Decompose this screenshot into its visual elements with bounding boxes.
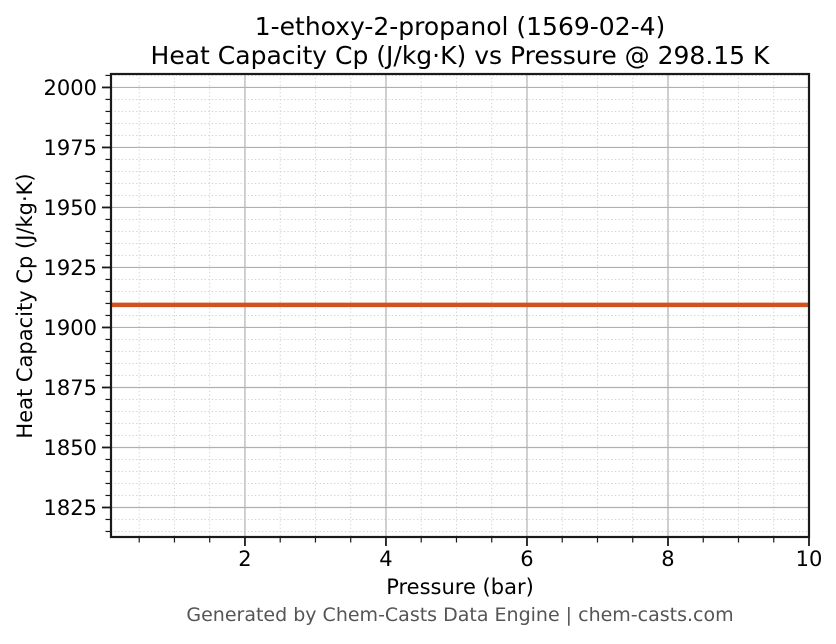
y-axis-label: Heat Capacity Cp (J/kg·K) [13,173,37,439]
chart-title-line2: Heat Capacity Cp (J/kg·K) vs Pressure @ … [150,41,770,70]
x-tick-label: 10 [796,547,823,571]
y-tick-label: 1875 [44,376,97,400]
y-tick-label: 1925 [44,256,97,280]
chart-title: 1-ethoxy-2-propanol (1569-02-4) Heat Cap… [111,12,809,70]
y-tick-label: 1900 [44,316,97,340]
footer-credit: Generated by Chem-Casts Data Engine | ch… [186,604,734,626]
x-axis-label: Pressure (bar) [386,575,534,599]
y-tick-label: 1850 [44,436,97,460]
y-tick-label: 1975 [44,136,97,160]
x-tick-label: 6 [520,547,533,571]
chart-title-line1: 1-ethoxy-2-propanol (1569-02-4) [254,12,666,41]
plot-border [109,72,811,539]
y-tick-label: 1825 [44,496,97,520]
x-tick-label: 4 [379,547,392,571]
y-tick-label: 2000 [44,76,97,100]
x-tick-label: 2 [238,547,251,571]
y-tick-label: 1950 [44,196,97,220]
x-tick-label: 8 [661,547,674,571]
